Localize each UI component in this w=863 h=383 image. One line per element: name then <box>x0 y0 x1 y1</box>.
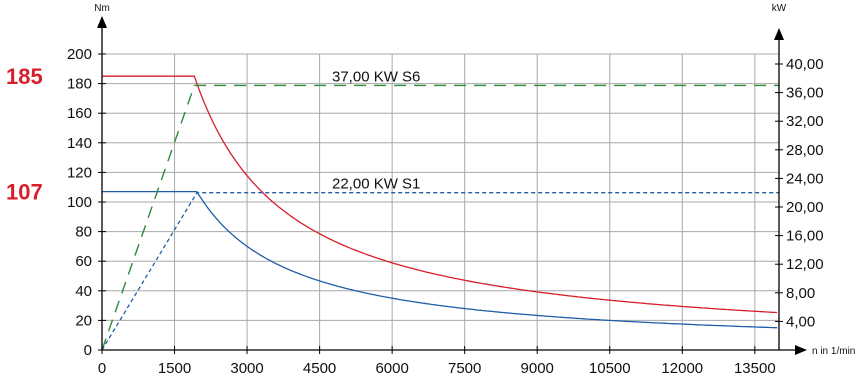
y-left-tick-label: 0 <box>84 342 92 359</box>
y-axis-left-arrow <box>97 16 107 28</box>
y-left-tick-label: 200 <box>67 46 92 63</box>
x-tick-label: 3000 <box>230 360 263 377</box>
x-axis-arrow <box>795 345 807 355</box>
labels: 0 20 40 60 80 100 120 140 160 180 200 4,00 8,00 12,00… <box>6 3 855 377</box>
y-right-tick-label: 36,00 <box>786 85 824 102</box>
y-axis-right-arrow <box>774 28 784 40</box>
y-right-tick-label: 24,00 <box>786 170 824 187</box>
y-right-tick-label: 20,00 <box>786 199 824 216</box>
y-left-tick-label: 140 <box>67 135 92 152</box>
torque-marker-label: 107 <box>6 180 43 205</box>
x-tick-label: 9000 <box>521 360 554 377</box>
y-left-axis-title: Nm <box>94 3 110 14</box>
x-tick-label: 6000 <box>375 360 408 377</box>
x-tick-label: 13500 <box>734 360 776 377</box>
grid <box>102 53 779 350</box>
y-left-tick-label: 180 <box>67 76 92 93</box>
power-curve <box>101 84 779 351</box>
x-axis-title: n in 1/min <box>812 346 855 357</box>
y-left-tick-label: 40 <box>75 283 92 300</box>
y-left-tick-label: 80 <box>75 224 92 241</box>
y-right-tick-label: 28,00 <box>786 142 824 159</box>
y-left-tick-label: 120 <box>67 164 92 181</box>
y-right-tick-label: 8,00 <box>786 285 815 302</box>
axes <box>97 16 807 355</box>
torque-curve <box>102 190 778 329</box>
y-left-tick-label: 20 <box>75 312 92 329</box>
y-right-tick-label: 12,00 <box>786 256 824 273</box>
torque-marker-label: 185 <box>6 64 43 89</box>
y-left-tick-label: 160 <box>67 105 92 122</box>
torque-curve <box>102 75 778 314</box>
x-tick-label: 7500 <box>448 360 481 377</box>
series-label: 22,00 KW S1 <box>332 176 420 193</box>
y-right-axis-title: kW <box>772 3 787 14</box>
y-right-tick-label: 16,00 <box>786 228 824 245</box>
x-tick-label: 1500 <box>158 360 191 377</box>
y-right-tick-label: 4,00 <box>786 313 815 330</box>
x-tick-label: 10500 <box>589 360 631 377</box>
x-tick-label: 0 <box>98 360 106 377</box>
y-right-tick-label: 32,00 <box>786 113 824 130</box>
x-tick-label: 12000 <box>661 360 703 377</box>
y-left-tick-label: 100 <box>67 194 92 211</box>
y-right-tick-label: 40,00 <box>786 56 824 73</box>
power-curve <box>101 192 779 351</box>
series-label: 37,00 KW S6 <box>332 68 420 85</box>
y-left-tick-label: 60 <box>75 253 92 270</box>
curves <box>101 75 779 351</box>
x-tick-label: 4500 <box>303 360 336 377</box>
